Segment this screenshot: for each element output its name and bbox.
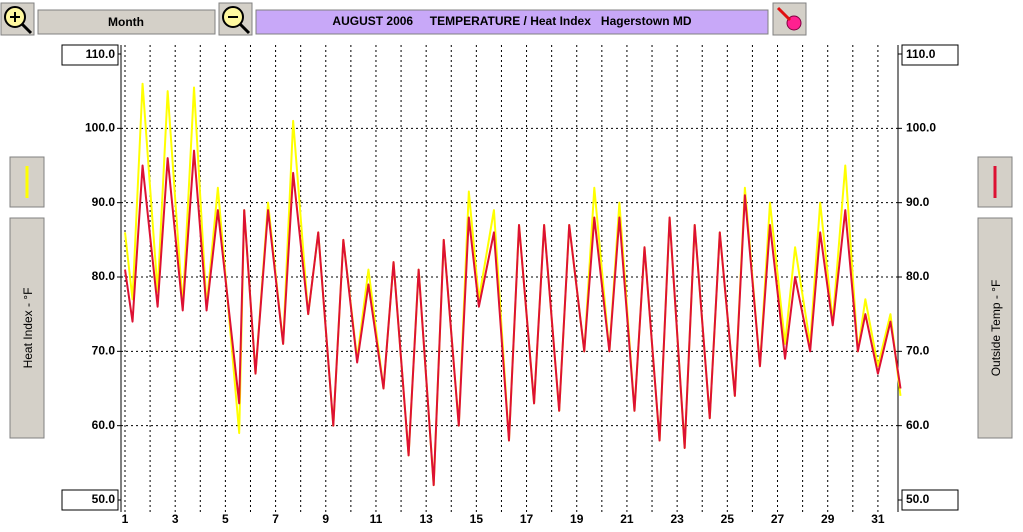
x-tick-label: 25 bbox=[721, 512, 735, 526]
y-axis-label: Heat Index - °F bbox=[21, 288, 35, 369]
y-tick-label: 90.0 bbox=[92, 195, 116, 209]
y-tick-label: 60.0 bbox=[92, 418, 116, 432]
chart-title: AUGUST 2006 TEMPERATURE / Heat Index Hag… bbox=[332, 14, 692, 28]
color-button[interactable] bbox=[772, 2, 807, 36]
y-tick-label: 70.0 bbox=[92, 344, 116, 358]
y2-tick-label: 70.0 bbox=[906, 344, 930, 358]
zoom-out-button[interactable] bbox=[218, 2, 253, 36]
x-tick-label: 7 bbox=[272, 512, 279, 526]
x-tick-label: 1 bbox=[122, 512, 129, 526]
y2-tick-label: 60.0 bbox=[906, 418, 930, 432]
tick-label-box bbox=[901, 44, 959, 66]
x-tick-label: 27 bbox=[771, 512, 785, 526]
x-tick-label: 5 bbox=[222, 512, 229, 526]
month-button[interactable] bbox=[37, 9, 216, 35]
heat-index-button[interactable] bbox=[9, 217, 45, 439]
y-tick-label: 50.0 bbox=[92, 492, 116, 506]
x-tick-label: 13 bbox=[419, 512, 433, 526]
zoom-in-button[interactable] bbox=[0, 2, 35, 36]
y2-tick-label: 90.0 bbox=[906, 195, 930, 209]
month-button-label: Month bbox=[108, 15, 144, 29]
x-tick-label: 9 bbox=[322, 512, 329, 526]
x-tick-label: 21 bbox=[620, 512, 634, 526]
y-tick-label: 100.0 bbox=[85, 121, 115, 135]
x-tick-label: 17 bbox=[520, 512, 534, 526]
tick-label-box bbox=[901, 489, 959, 511]
y-tick-label: 110.0 bbox=[86, 47, 116, 61]
x-tick-label: 29 bbox=[821, 512, 835, 526]
y-tick-label: 80.0 bbox=[92, 269, 116, 283]
x-tick-label: 31 bbox=[871, 512, 885, 526]
tick-label-box bbox=[61, 44, 119, 66]
x-tick-label: 19 bbox=[570, 512, 584, 526]
y2-tick-label: 50.0 bbox=[906, 492, 930, 506]
tick-label-box bbox=[61, 489, 119, 511]
y2-tick-label: 100.0 bbox=[906, 121, 936, 135]
outside-temp-button[interactable] bbox=[977, 217, 1013, 439]
y2-axis-label: Outside Temp - °F bbox=[989, 280, 1003, 377]
y2-tick-label: 110.0 bbox=[906, 47, 936, 61]
series-line bbox=[124, 149, 902, 487]
x-tick-label: 15 bbox=[470, 512, 484, 526]
y2-tick-label: 80.0 bbox=[906, 269, 930, 283]
x-tick-label: 11 bbox=[370, 512, 383, 526]
x-tick-label: 23 bbox=[670, 512, 684, 526]
title-box bbox=[255, 9, 769, 35]
x-tick-label: 3 bbox=[172, 512, 179, 526]
